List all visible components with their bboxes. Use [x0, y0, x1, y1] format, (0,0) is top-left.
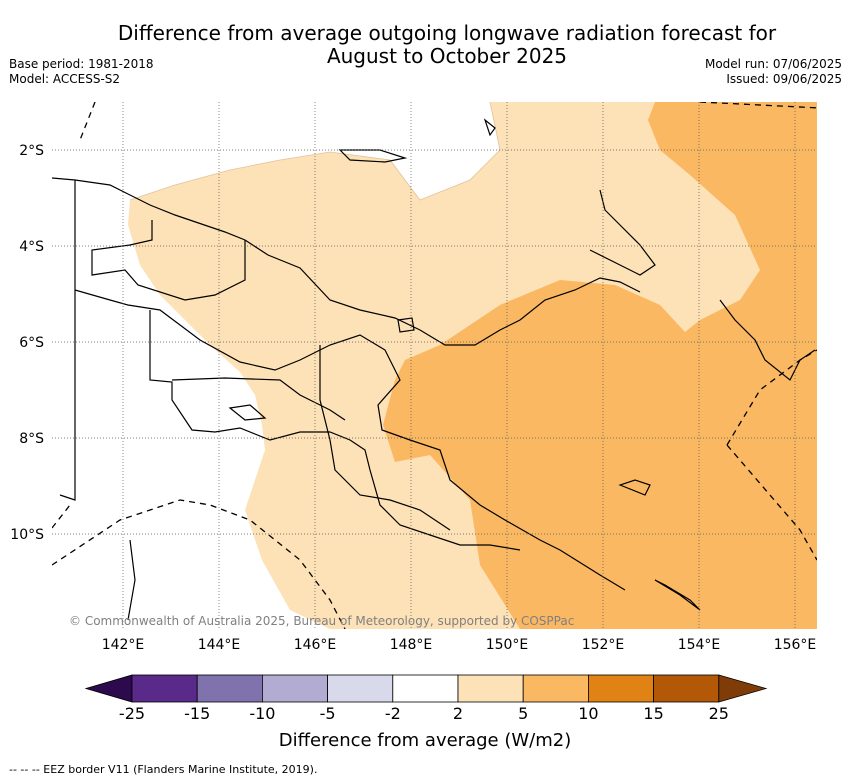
colorbar-segment — [588, 674, 655, 703]
lon-tick-label: 152°E — [582, 637, 625, 653]
colorbar-tick-label: -5 — [319, 704, 336, 723]
chart-title-line1: Difference from average outgoing longwav… — [117, 21, 777, 45]
colorbar-segment — [261, 674, 328, 703]
lat-tick-label: 6°S — [19, 335, 44, 351]
colorbar-tick-label: -10 — [249, 704, 276, 723]
lon-tick-label: 146°E — [294, 637, 337, 653]
lon-tick-label: 144°E — [198, 637, 241, 653]
eez-note: -- -- -- EEZ border V11 (Flanders Marine… — [9, 763, 318, 776]
lon-tick-label: 142°E — [102, 637, 145, 653]
model-run: Model run: 07/06/2025 — [704, 57, 842, 71]
lat-tick-label: 2°S — [19, 143, 44, 159]
lon-tick-label: 148°E — [390, 637, 433, 653]
colorbar-segment — [522, 674, 589, 703]
colorbar-tick-label: 5 — [518, 704, 529, 723]
colorbar-tick-label: -15 — [184, 704, 211, 723]
copyright-text: © Commonwealth of Australia 2025, Bureau… — [69, 614, 575, 628]
lon-tick-label: 156°E — [774, 637, 817, 653]
eez-borders — [52, 102, 817, 629]
colorbar-tick-label: -2 — [384, 704, 401, 723]
chart-title-line2: August to October 2025 — [326, 44, 568, 68]
meta-right: Model run: 07/06/2025 Issued: 09/06/2025 — [705, 57, 842, 87]
model-name: Model: ACCESS-S2 — [9, 72, 121, 86]
colorbar-tick-label: 15 — [643, 704, 664, 723]
colorbar-extend-high — [718, 674, 768, 703]
issued-date: Issued: 09/06/2025 — [726, 72, 842, 86]
base-period: Base period: 1981-2018 — [9, 57, 154, 71]
longitude-labels: 142°E 144°E 146°E 148°E 150°E 152°E 154°E 156°E — [102, 637, 817, 653]
colorbar-segment — [196, 674, 263, 703]
latitude-labels: 2°S 4°S 6°S 8°S 10°S — [10, 143, 44, 543]
colorbar-tick-label: 10 — [578, 704, 599, 723]
colorbar-segment — [392, 674, 459, 703]
lon-tick-label: 154°E — [678, 637, 721, 653]
colorbar-segment — [653, 674, 720, 703]
colorbar-segment — [457, 674, 524, 703]
lat-tick-label: 4°S — [19, 239, 44, 255]
colorbar — [84, 674, 768, 703]
anomaly-band-5-10 — [383, 102, 817, 629]
lat-tick-label: 10°S — [10, 527, 44, 543]
map-figure: 2°S 4°S 6°S 8°S 10°S 142°E 144°E 146°E 148°E 150… — [10, 102, 817, 653]
colorbar-extend-low — [84, 674, 133, 703]
map-area — [52, 102, 817, 629]
meta-left: Base period: 1981-2018 Model: ACCESS-S2 — [9, 57, 154, 87]
colorbar-segment — [327, 674, 394, 703]
colorbar-title: Difference from average (W/m2) — [278, 730, 572, 751]
graticule — [52, 102, 817, 629]
colorbar-tick-label: 2 — [452, 704, 464, 723]
lat-tick-label: 8°S — [19, 431, 44, 447]
colorbar-tick-label: -25 — [118, 704, 146, 723]
lon-tick-label: 150°E — [486, 637, 529, 653]
colorbar-tick-label: 25 — [708, 704, 729, 723]
colorbar-segment — [131, 674, 198, 703]
